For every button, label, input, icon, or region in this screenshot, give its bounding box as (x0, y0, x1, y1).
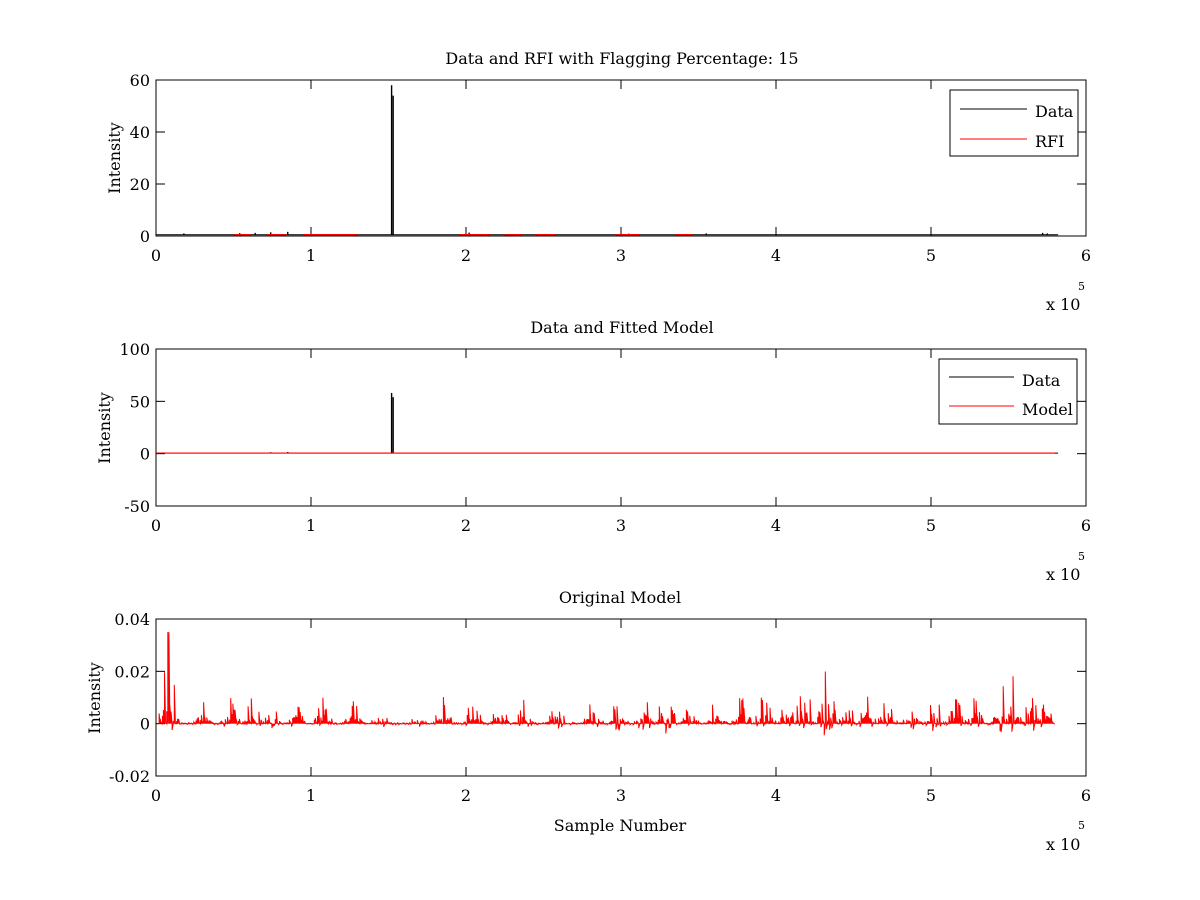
y-tick-label: 0 (140, 445, 150, 464)
y-tick-label: 20 (130, 175, 150, 194)
x-multiplier-exponent: 5 (1078, 280, 1085, 293)
y-tick-label: -0.02 (109, 767, 150, 786)
x-multiplier-base: x 10 (1046, 295, 1080, 314)
x-multiplier-exponent: 5 (1078, 819, 1085, 832)
x-tick-label: 0 (151, 786, 161, 805)
legend: Data Model (938, 358, 1078, 425)
y-axis-label: Intensity (95, 392, 114, 464)
subplot-fitted-model: Data and Fitted Model Intensity x 10 5 0… (95, 318, 1091, 584)
x-tick-label: 4 (771, 516, 781, 535)
x-tick-label: 3 (616, 516, 626, 535)
subplot-title: Data and Fitted Model (530, 318, 713, 337)
y-tick-label: 0 (140, 227, 150, 246)
x-tick-label: 0 (151, 516, 161, 535)
x-tick-label: 0 (151, 246, 161, 265)
legend-entry-data: Data (1022, 371, 1061, 390)
x-tick-label: 4 (771, 246, 781, 265)
x-tick-label: 5 (926, 246, 936, 265)
legend-box (938, 358, 1078, 425)
x-tick-label: 5 (926, 786, 936, 805)
x-multiplier-base: x 10 (1046, 835, 1080, 854)
x-tick-label: 6 (1081, 786, 1091, 805)
y-tick-label: 0.04 (114, 610, 150, 629)
x-tick-label: 1 (306, 246, 316, 265)
subplot-title: Data and RFI with Flagging Percentage: 1… (445, 49, 798, 68)
y-tick-label: 50 (130, 392, 150, 411)
y-tick-label: 40 (130, 123, 150, 142)
x-tick-label: 6 (1081, 516, 1091, 535)
x-tick-label: 2 (461, 516, 471, 535)
legend-box (949, 89, 1079, 157)
y-axis-label: Intensity (105, 122, 124, 194)
x-tick-label: 3 (616, 786, 626, 805)
subplot-title: Original Model (559, 588, 681, 607)
x-tick-label: 2 (461, 786, 471, 805)
legend-entry-rfi: RFI (1035, 132, 1064, 151)
x-tick-label: 5 (926, 516, 936, 535)
subplot-rfi: Data and RFI with Flagging Percentage: 1… (105, 49, 1091, 314)
x-axis-label: Sample Number (554, 816, 687, 835)
x-tick-label: 1 (306, 516, 316, 535)
x-tick-label: 3 (616, 246, 626, 265)
y-tick-label: -50 (124, 497, 150, 516)
y-axis-label: Intensity (85, 662, 104, 734)
series-line-original-model (158, 632, 1055, 736)
legend-entry-model: Model (1022, 400, 1073, 419)
y-tick-label: 100 (119, 340, 150, 359)
x-tick-label: 6 (1081, 246, 1091, 265)
y-tick-label: 0.02 (114, 662, 150, 681)
x-tick-label: 1 (306, 786, 316, 805)
y-tick-label: 60 (130, 71, 150, 90)
legend: Data RFI (949, 89, 1079, 157)
y-tick-label: 0 (140, 715, 150, 734)
x-multiplier-base: x 10 (1046, 565, 1080, 584)
legend-entry-data: Data (1035, 102, 1074, 121)
x-multiplier-exponent: 5 (1078, 550, 1085, 563)
x-tick-label: 2 (461, 246, 471, 265)
x-tick-label: 4 (771, 786, 781, 805)
subplot-original-model: Original Model Intensity Sample Number x… (85, 588, 1091, 854)
